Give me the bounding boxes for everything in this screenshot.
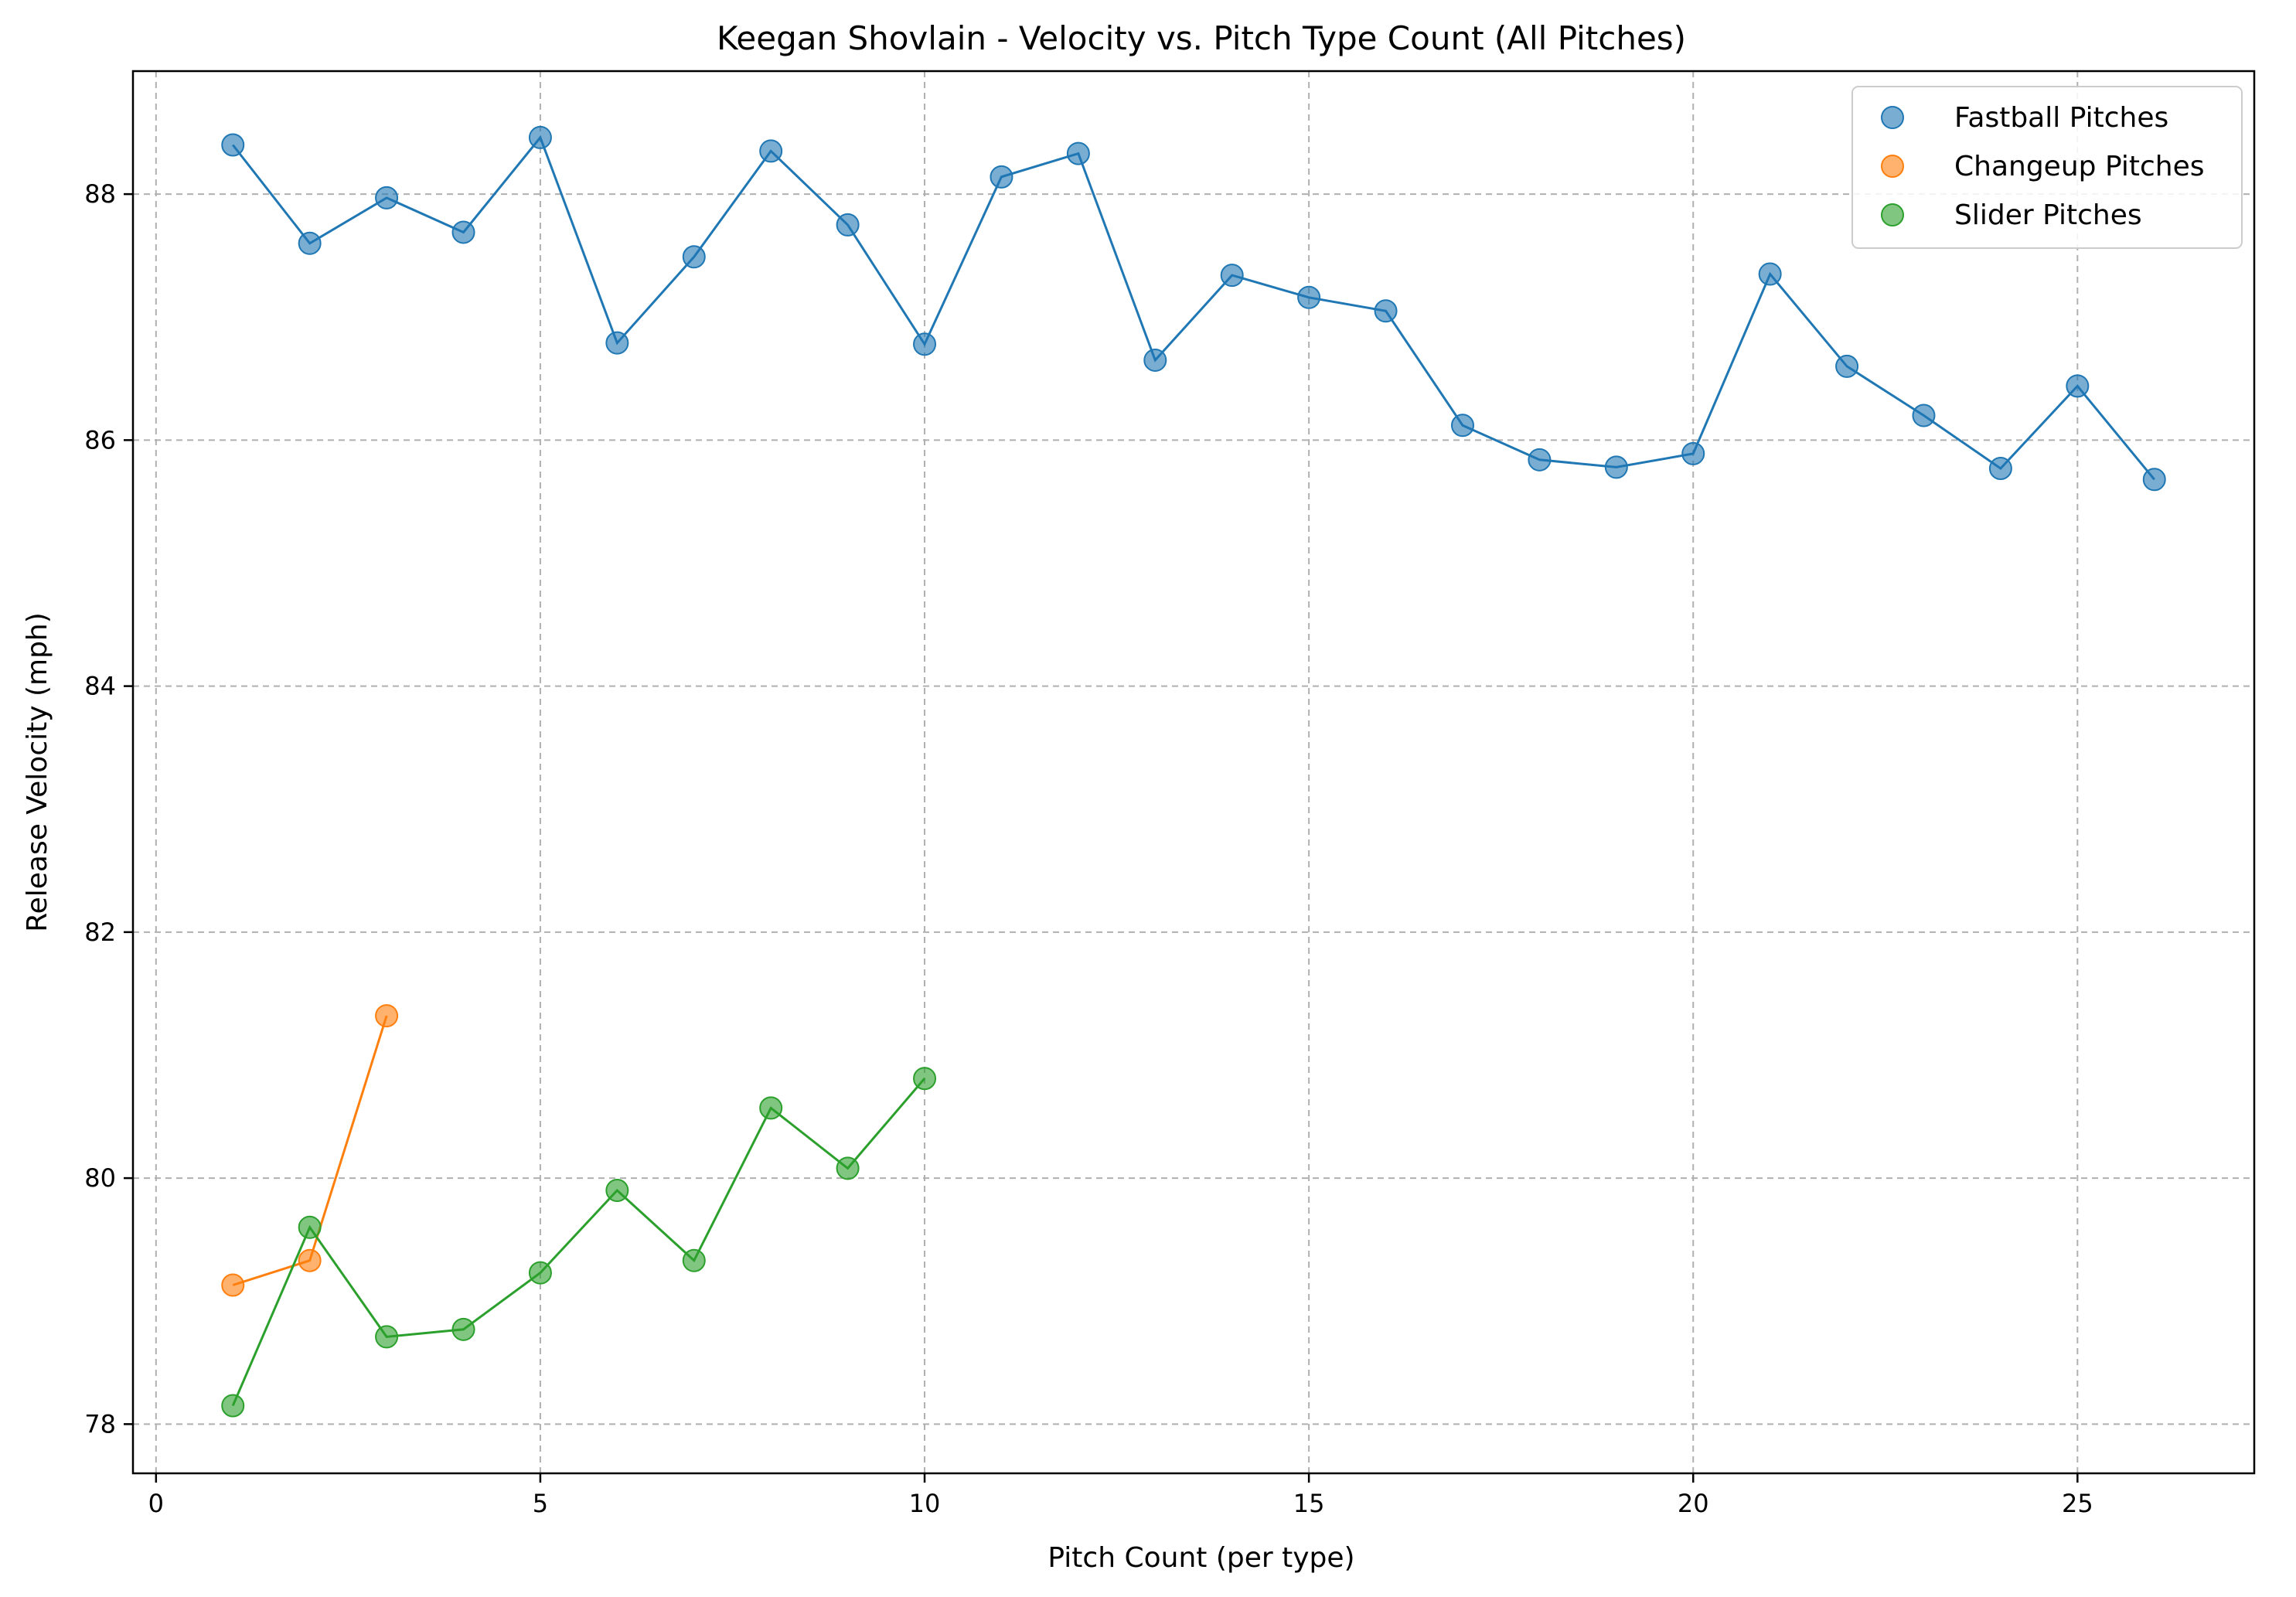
- data-point: [759, 139, 783, 163]
- chart-title: Keegan Shovlain - Velocity vs. Pitch Typ…: [717, 19, 1686, 57]
- legend-box: [1851, 86, 2243, 249]
- grid-lines: [133, 71, 2254, 1473]
- y-tick-label: 84: [84, 672, 116, 701]
- data-point: [836, 1156, 860, 1180]
- data-point: [221, 133, 245, 157]
- data-point: [1604, 455, 1628, 479]
- series-1: [221, 1004, 399, 1297]
- data-point: [298, 1248, 322, 1272]
- y-tick-label: 88: [84, 179, 116, 209]
- series-line: [232, 1015, 388, 1286]
- data-point: [759, 1096, 783, 1120]
- x-tick-label: 5: [533, 1489, 548, 1518]
- data-point: [682, 245, 706, 269]
- data-point: [528, 1261, 552, 1285]
- data-point: [221, 1394, 245, 1418]
- data-point: [1912, 404, 1936, 427]
- data-point: [528, 125, 552, 149]
- x-tick-label: 15: [1293, 1489, 1325, 1518]
- data-point: [1143, 348, 1167, 372]
- data-point: [298, 231, 322, 255]
- data-point: [913, 332, 937, 356]
- data-point: [221, 1273, 245, 1297]
- data-point: [605, 331, 629, 355]
- data-point: [913, 1067, 937, 1091]
- y-tick-label: 86: [84, 425, 116, 455]
- plot-frame: [131, 70, 2256, 1475]
- legend-label: Slider Pitches: [1954, 199, 2142, 231]
- legend-marker: [1881, 155, 1904, 178]
- legend-label: Changeup Pitches: [1954, 151, 2205, 182]
- data-point: [605, 1179, 629, 1203]
- x-tick-label: 25: [2062, 1489, 2093, 1518]
- x-tick-label: 20: [1678, 1489, 1709, 1518]
- data-point: [990, 165, 1013, 189]
- data-point: [1297, 285, 1321, 309]
- data-point: [1835, 354, 1859, 378]
- legend: Fastball Pitches Changeup Pitches Slider P…: [1851, 86, 2243, 249]
- y-tick-label: 80: [84, 1163, 116, 1193]
- data-point: [836, 213, 860, 237]
- data-point: [375, 1004, 399, 1028]
- data-point: [1374, 299, 1398, 323]
- y-tick-label: 78: [84, 1409, 116, 1439]
- data-point: [1681, 441, 1705, 465]
- data-point: [1220, 264, 1244, 288]
- data-point: [1066, 141, 1090, 165]
- y-axis-label: Release Velocity (mph): [22, 612, 53, 932]
- data-point: [451, 1317, 475, 1341]
- data-point: [682, 1248, 706, 1272]
- data-point: [2142, 468, 2166, 492]
- series-2: [221, 1067, 937, 1418]
- legend-marker: [1881, 106, 1904, 129]
- series-line: [232, 135, 2155, 481]
- plot-series: [221, 125, 2166, 1418]
- data-point: [1758, 262, 1782, 286]
- series-line: [231, 1078, 926, 1407]
- data-point: [451, 220, 475, 244]
- data-point: [375, 1325, 399, 1349]
- data-point: [1528, 448, 1552, 472]
- data-point: [375, 186, 399, 209]
- legend-marker: [1881, 203, 1904, 226]
- x-axis-label: Pitch Count (per type): [1048, 1542, 1354, 1574]
- data-point: [298, 1215, 322, 1239]
- legend-label: Fastball Pitches: [1954, 102, 2168, 134]
- axis-ticks: 0 5 10 15 20 25 78 80 82 84 86 88: [84, 179, 2093, 1518]
- y-tick-label: 82: [84, 918, 116, 947]
- series-0: [221, 125, 2166, 492]
- data-point: [1988, 456, 2012, 480]
- data-point: [1450, 414, 1474, 438]
- x-tick-label: 10: [909, 1489, 941, 1518]
- data-point: [2066, 374, 2090, 398]
- x-tick-label: 0: [148, 1489, 164, 1518]
